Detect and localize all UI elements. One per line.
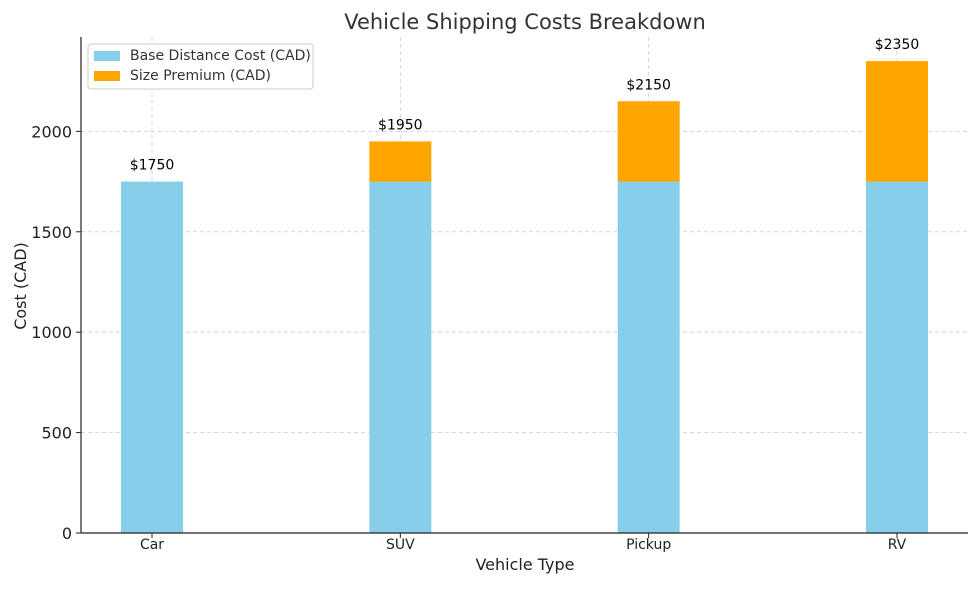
bar-base-suv — [369, 181, 432, 533]
legend-swatch-premium — [94, 71, 120, 81]
bar-premium-pickup — [617, 101, 680, 182]
x-tick-label-car: Car — [140, 537, 164, 553]
y-tick-label: 0 — [62, 524, 72, 543]
legend-box — [87, 43, 314, 90]
bar-base-car — [121, 181, 183, 533]
legend-label-premium: Size Premium (CAD) — [130, 68, 271, 84]
bar-premium-suv — [369, 141, 432, 182]
y-tick-label: 2000 — [31, 122, 72, 141]
y-tick-label: 1500 — [31, 223, 72, 242]
axes: 0 500 1000 1500 2000 Car SUV Pickup RV — [31, 37, 968, 553]
x-tick-label-pickup: Pickup — [626, 537, 671, 553]
legend-swatch-base — [94, 51, 120, 61]
total-label-pickup: $2150 — [626, 77, 671, 93]
y-tick-label: 1000 — [31, 323, 72, 342]
bars — [121, 61, 928, 533]
bar-premium-rv — [866, 61, 928, 182]
legend: Base Distance Cost (CAD) Size Premium (CA… — [87, 43, 314, 90]
bar-base-rv — [866, 181, 928, 533]
legend-label-base: Base Distance Cost (CAD) — [130, 48, 311, 64]
data-labels: $1750 $1950 $2150 $2350 — [130, 37, 920, 173]
y-tick-label: 500 — [41, 424, 72, 443]
bar-base-pickup — [617, 181, 680, 533]
chart-title: Vehicle Shipping Costs Breakdown — [344, 10, 706, 34]
y-axis-label: Cost (CAD) — [11, 242, 30, 330]
total-label-rv: $2350 — [875, 37, 920, 53]
x-tick-label-suv: SUV — [386, 537, 415, 553]
total-label-car: $1750 — [130, 158, 175, 174]
total-label-suv: $1950 — [378, 117, 423, 133]
grid — [81, 37, 968, 533]
x-axis-label: Vehicle Type — [475, 555, 574, 574]
x-tick-label-rv: RV — [888, 537, 907, 553]
